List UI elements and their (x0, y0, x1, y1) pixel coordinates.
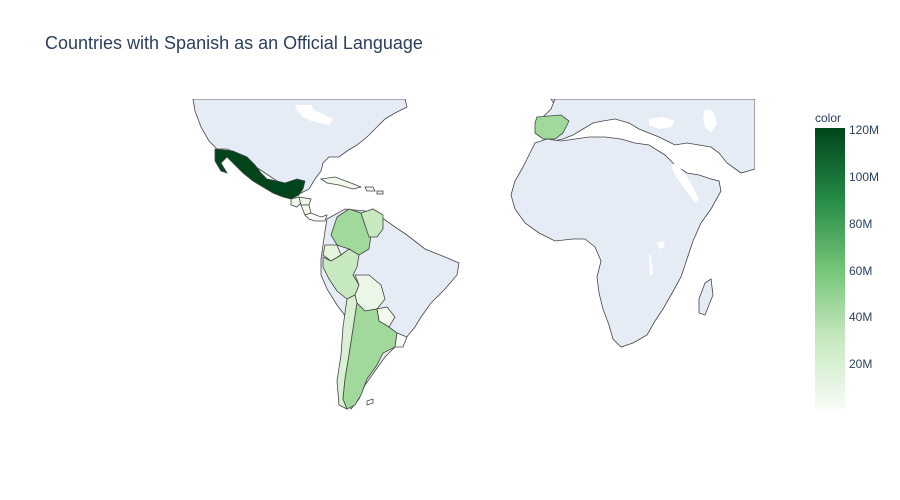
region-argentina[interactable] (342, 302, 398, 410)
colorbar-tick-label: 20M (849, 357, 873, 372)
region-spain[interactable] (534, 114, 570, 140)
colorbar-tick-label: 120M (849, 123, 880, 137)
chart-title: Countries with Spanish as an Official La… (45, 33, 423, 53)
red-sea (671, 163, 699, 203)
lake-tanganyika (649, 255, 653, 275)
land-puerto-rico[interactable] (376, 190, 384, 195)
region-costa-rica-panama[interactable] (304, 212, 328, 222)
colorbar-tick-label: 40M (849, 310, 873, 325)
colorbar[interactable] (815, 128, 845, 409)
region-guatemala[interactable] (290, 196, 302, 208)
map-frame[interactable] (115, 99, 755, 419)
caspian-sea (703, 109, 717, 133)
falklands (366, 398, 374, 406)
colorbar-tick-label: 80M (849, 216, 873, 231)
colorbar-title: color (815, 111, 842, 125)
region-honduras[interactable] (298, 196, 312, 206)
black-sea (649, 117, 675, 129)
region-peru[interactable] (322, 248, 360, 300)
land-madagascar[interactable] (698, 278, 714, 316)
land-north-america[interactable] (192, 99, 408, 194)
world-map[interactable] (115, 99, 755, 419)
region-dominican-republic[interactable] (364, 186, 376, 192)
lake-victoria (657, 241, 665, 249)
region-colombia[interactable] (330, 208, 372, 256)
colorbar-tick-label: 60M (849, 263, 873, 278)
land-africa[interactable] (510, 136, 722, 348)
region-venezuela[interactable] (360, 208, 384, 238)
region-cuba[interactable] (319, 176, 363, 190)
region-mexico[interactable] (214, 148, 306, 200)
colorbar-tick-label: 100M (849, 169, 880, 184)
region-uruguay[interactable] (394, 332, 408, 348)
great-lakes (295, 105, 333, 125)
